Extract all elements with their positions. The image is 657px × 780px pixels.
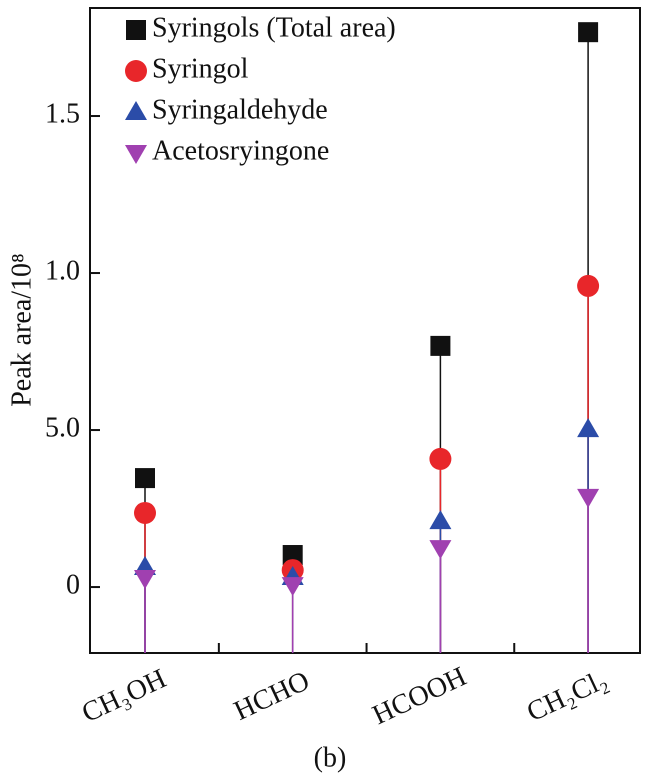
marker: [282, 545, 303, 566]
x-tick-label: CH₂Cl₂: [522, 664, 612, 728]
y-tick-label: 1.5: [45, 98, 80, 129]
y-tick-label: 5.0: [45, 412, 80, 443]
y-tick-label: 0: [66, 569, 80, 600]
marker: [125, 60, 147, 82]
x-tick-label: CH₃OH: [77, 663, 171, 729]
marker: [577, 488, 600, 508]
marker: [281, 577, 304, 597]
legend-label: Acetosryingone: [152, 135, 329, 166]
x-tick-label: HCOOH: [368, 661, 471, 731]
marker: [125, 145, 147, 164]
marker: [577, 418, 600, 438]
legend-label: Syringol: [152, 53, 249, 84]
marker: [578, 22, 599, 43]
marker: [429, 540, 452, 560]
marker: [125, 101, 147, 120]
marker: [430, 335, 451, 356]
marker: [577, 274, 600, 297]
marker: [126, 20, 146, 40]
marker: [134, 501, 156, 524]
marker: [134, 569, 156, 589]
y-axis-label: Peak area/10⁸: [6, 253, 37, 407]
marker: [429, 447, 452, 470]
caption: (b): [314, 742, 347, 773]
marker: [135, 468, 155, 489]
y-tick-label: 1.0: [45, 255, 80, 286]
legend-label: Syringols (Total area): [152, 12, 396, 43]
x-tick-label: HCHO: [229, 665, 314, 727]
plot-frame: [89, 7, 641, 654]
legend-label: Syringaldehyde: [152, 94, 328, 125]
marker: [429, 510, 452, 530]
